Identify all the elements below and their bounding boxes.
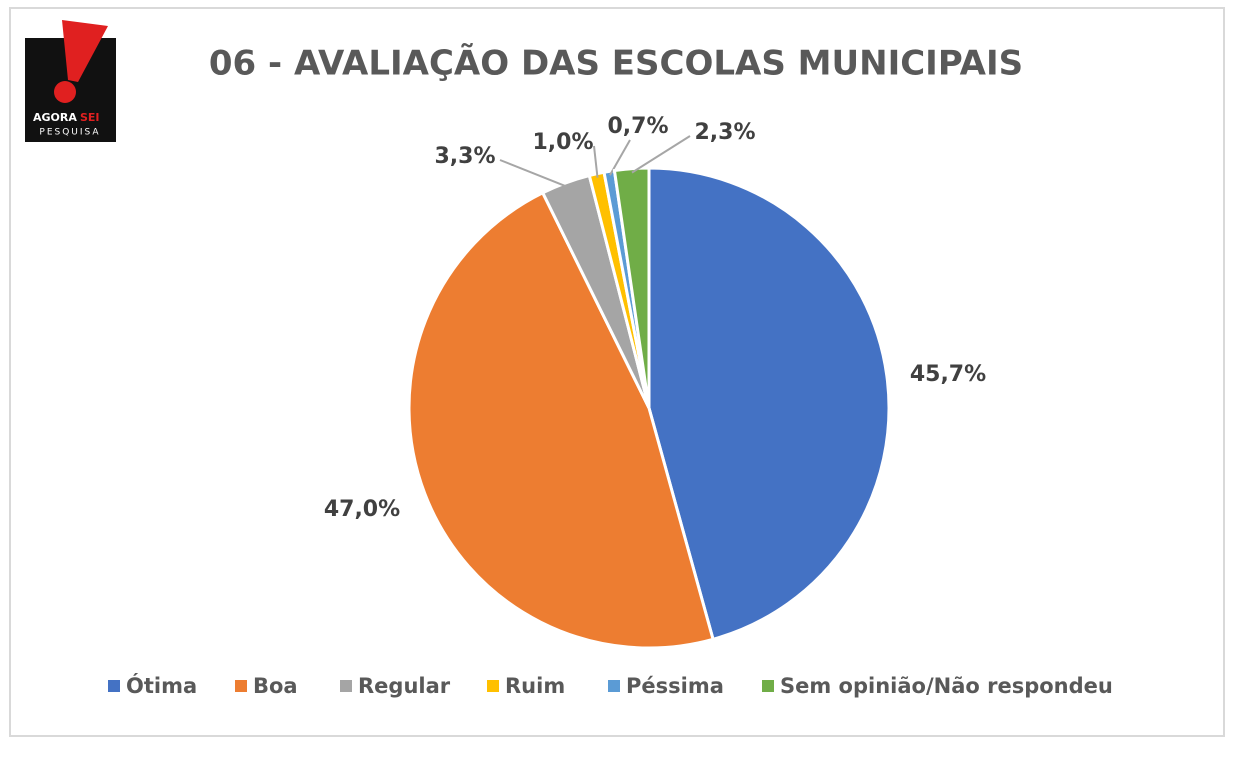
legend-swatch	[108, 680, 120, 692]
data-label: 1,0%	[532, 130, 593, 155]
data-label: 3,3%	[434, 144, 495, 169]
logo-dot	[54, 81, 76, 103]
logo-subtitle: PESQUISA	[39, 128, 100, 138]
chart-title: 06 - AVALIAÇÃO DAS ESCOLAS MUNICIPAIS	[209, 43, 1023, 84]
legend-label: Ruim	[505, 674, 565, 698]
logo-mark	[62, 20, 108, 82]
legend-swatch	[608, 680, 620, 692]
legend-swatch	[762, 680, 774, 692]
logo-word: SEI	[80, 111, 100, 124]
pie-slice	[612, 166, 651, 409]
legend-label: Ótima	[126, 673, 197, 698]
legend-label: Regular	[358, 674, 451, 698]
leader-line	[593, 145, 599, 178]
leader-line	[499, 159, 568, 188]
legend-label: Péssima	[626, 674, 724, 698]
pie-slice	[407, 190, 715, 650]
leader-line	[631, 135, 691, 174]
logo: AGORA SEI PESQUISA	[25, 20, 116, 142]
legend-swatch	[340, 680, 352, 692]
legend-label: Sem opinião/Não respondeu	[780, 674, 1113, 698]
data-label: 47,0%	[324, 497, 400, 522]
legend-label: Boa	[253, 674, 298, 698]
data-label: 2,3%	[694, 120, 755, 145]
legend-swatch	[487, 680, 499, 692]
pie-slice	[647, 166, 891, 642]
legend-swatch	[235, 680, 247, 692]
logo-word: AGORA	[33, 111, 77, 124]
data-label: 0,7%	[607, 114, 668, 139]
data-label: 45,7%	[910, 362, 986, 387]
